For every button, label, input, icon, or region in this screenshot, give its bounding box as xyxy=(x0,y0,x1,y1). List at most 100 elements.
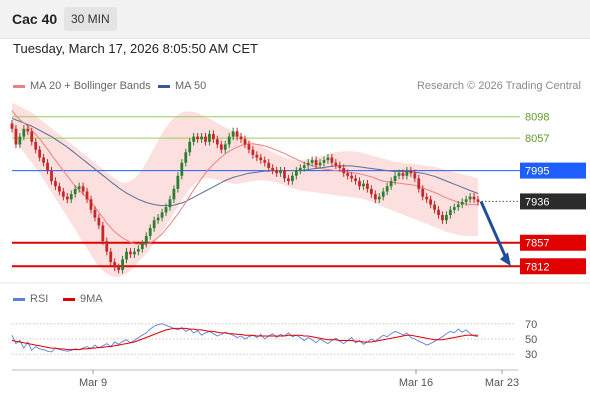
candle-body xyxy=(215,139,219,145)
level-label-current: 7936 xyxy=(525,196,549,208)
candle-body xyxy=(109,251,113,263)
candle-body xyxy=(73,188,77,195)
candle-body xyxy=(354,178,357,182)
level-label-7812: 7812 xyxy=(525,261,549,273)
level-label-8098: 8098 xyxy=(525,112,549,124)
candle-body xyxy=(326,157,330,161)
x-label-0: Mar 9 xyxy=(79,377,107,389)
candle-body xyxy=(129,251,132,255)
candle-body xyxy=(330,157,334,163)
candle-body xyxy=(125,251,128,260)
candle-body xyxy=(38,149,42,158)
candle-body xyxy=(69,194,73,200)
candle-body xyxy=(397,173,401,176)
credit-text: Research © 2026 Trading Central xyxy=(416,80,581,92)
timestamp: Tuesday, March 17, 2026 8:05:50 AM CET xyxy=(13,41,258,56)
candle-body xyxy=(152,220,156,229)
forecast-arrow-head xyxy=(500,252,511,267)
candle-body xyxy=(460,201,464,205)
candle-body xyxy=(18,136,22,145)
legend-rsi: RSI xyxy=(13,293,48,305)
candle-body xyxy=(212,133,215,140)
candle-body xyxy=(362,183,365,187)
legend-ma-bollinger: MA 20 + Bollinger Bands xyxy=(13,80,151,92)
candle-body xyxy=(290,175,294,182)
candle-body xyxy=(227,136,231,145)
forecast-arrow-shaft xyxy=(479,200,509,261)
candle-body xyxy=(448,209,452,216)
level-label-8057: 8057 xyxy=(525,133,549,145)
candle-body xyxy=(61,191,65,197)
candle-body xyxy=(50,170,53,182)
candles xyxy=(10,119,480,274)
candle-body xyxy=(259,157,263,161)
candle-body xyxy=(117,267,121,270)
interval-button[interactable]: 30 MIN xyxy=(64,7,117,31)
candle-body xyxy=(298,167,302,171)
candle-body xyxy=(105,241,109,252)
candle-body xyxy=(318,162,322,166)
candle-body xyxy=(89,199,93,210)
candle-body xyxy=(243,139,247,145)
candle-body xyxy=(136,249,140,252)
candle-body xyxy=(302,165,306,168)
candle-body xyxy=(366,183,369,189)
candle-body xyxy=(239,136,243,140)
ma-bollinger-swatch xyxy=(13,84,25,88)
candle-body xyxy=(393,175,397,182)
candle-body xyxy=(200,136,203,140)
candle-body xyxy=(14,128,18,145)
candle-body xyxy=(34,141,38,150)
candle-body xyxy=(176,175,180,189)
legend-rsi-label: RSI xyxy=(30,293,49,305)
candle-body xyxy=(279,170,282,174)
level-badge-7812 xyxy=(520,258,586,275)
x-label-1: Mar 16 xyxy=(399,377,433,389)
candle-body xyxy=(310,160,314,163)
level-badge-7995 xyxy=(520,162,586,179)
top-bar: Cac 40 30 MIN xyxy=(0,0,590,39)
candle-body xyxy=(77,186,81,189)
ma9-swatch xyxy=(63,297,75,301)
rsi-9ma-line xyxy=(11,327,478,351)
candle-body xyxy=(437,209,440,216)
candle-body xyxy=(263,160,267,163)
level-label-7995: 7995 xyxy=(525,166,549,178)
level-label-7857: 7857 xyxy=(525,238,549,250)
ticker-title: Cac 40 xyxy=(12,11,58,27)
candle-body xyxy=(433,204,436,210)
legend-ma50-label: MA 50 xyxy=(175,80,207,92)
candle-body xyxy=(148,228,152,236)
candle-body xyxy=(164,207,168,213)
ma50-swatch xyxy=(158,84,170,88)
candle-body xyxy=(208,133,211,142)
candle-body xyxy=(204,136,207,142)
candle-body xyxy=(184,152,188,163)
candle-body xyxy=(180,162,184,176)
candle-body xyxy=(251,149,255,155)
legend-ma50: MA 50 xyxy=(158,80,206,92)
legend-9ma: 9MA xyxy=(63,293,103,305)
candle-body xyxy=(57,186,61,192)
candle-body xyxy=(456,204,460,208)
candle-body xyxy=(219,144,223,150)
candle-body xyxy=(22,128,26,137)
candle-body xyxy=(97,217,101,226)
candle-body xyxy=(314,160,318,166)
candle-body xyxy=(452,207,456,210)
candle-body xyxy=(275,170,278,174)
candle-body xyxy=(247,144,251,150)
candle-body xyxy=(283,170,286,179)
candle-body xyxy=(417,178,421,189)
candle-body xyxy=(192,136,196,142)
candle-body xyxy=(358,181,361,187)
candle-body xyxy=(294,170,298,176)
candle-body xyxy=(156,217,160,221)
candle-body xyxy=(377,196,381,200)
candle-body xyxy=(113,262,117,268)
candle-body xyxy=(65,196,69,200)
candle-body xyxy=(172,188,176,200)
candle-body xyxy=(255,154,259,158)
bollinger-band xyxy=(12,102,478,277)
